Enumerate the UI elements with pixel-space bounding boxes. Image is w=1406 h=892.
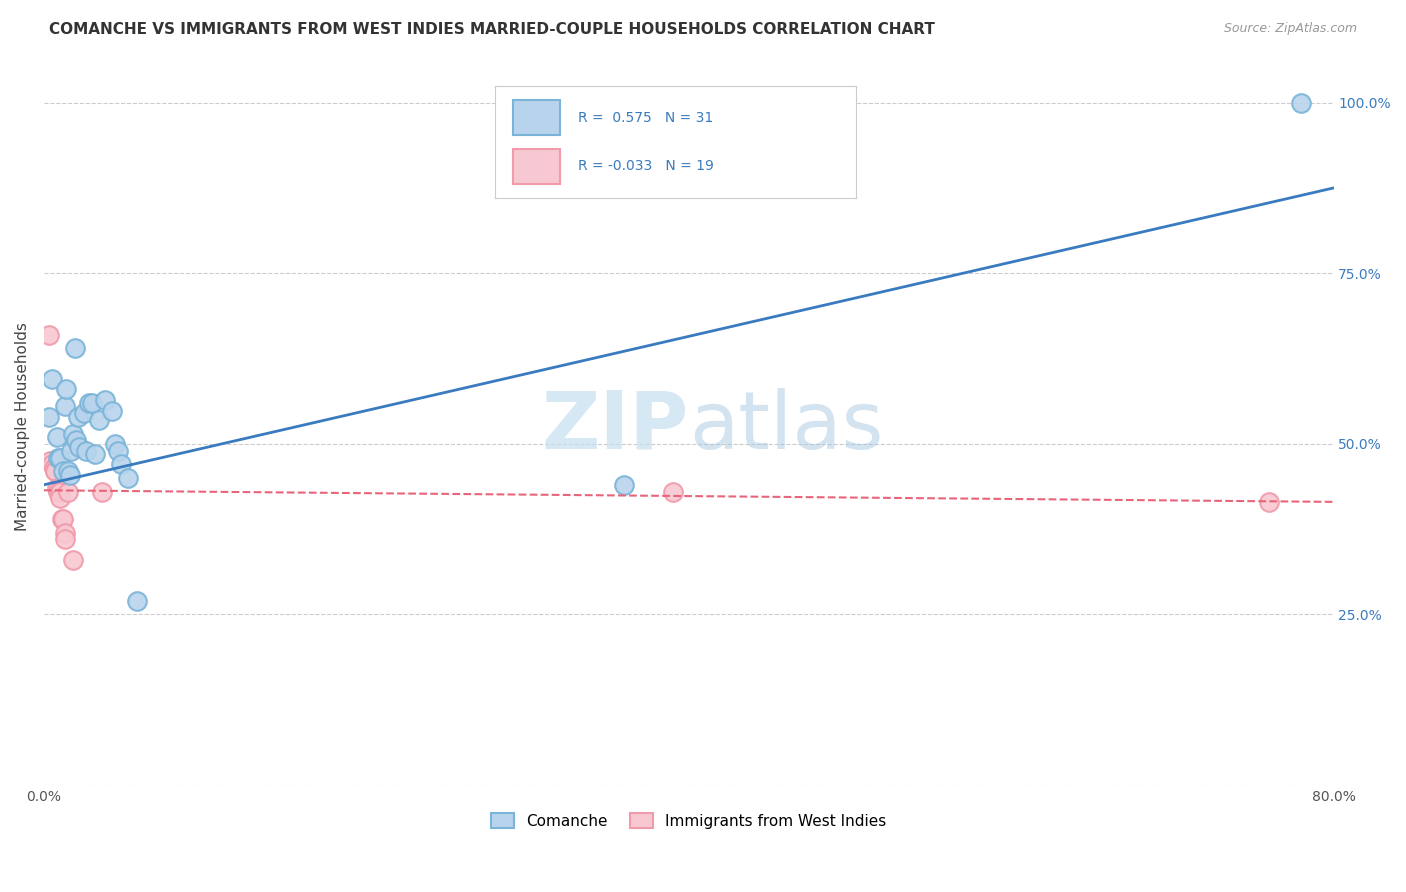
Point — [60, 443, 83, 458]
Point — [56, 464, 79, 478]
Point — [53, 533, 76, 547]
Point — [613, 478, 636, 492]
Text: COMANCHE VS IMMIGRANTS FROM WEST INDIES MARRIED-COUPLE HOUSEHOLDS CORRELATION CH: COMANCHE VS IMMIGRANTS FROM WEST INDIES … — [49, 22, 935, 37]
Point — [56, 484, 79, 499]
Point — [65, 434, 87, 448]
Point — [117, 471, 139, 485]
Point — [41, 458, 63, 472]
Point — [100, 404, 122, 418]
Y-axis label: Married-couple Households: Married-couple Households — [15, 322, 30, 532]
Point — [52, 464, 75, 478]
Point — [84, 447, 107, 461]
Point — [67, 440, 90, 454]
Point — [104, 437, 127, 451]
Point — [82, 396, 104, 410]
Point — [90, 484, 112, 499]
Point — [66, 409, 89, 424]
Point — [48, 450, 70, 465]
Point — [87, 413, 110, 427]
Point — [127, 594, 149, 608]
Point — [53, 400, 76, 414]
Point — [42, 460, 65, 475]
Point — [63, 341, 86, 355]
Point — [62, 426, 84, 441]
Point — [51, 512, 73, 526]
Point — [62, 553, 84, 567]
Point — [41, 372, 63, 386]
Point — [1258, 495, 1281, 509]
Point — [77, 396, 100, 410]
Text: Source: ZipAtlas.com: Source: ZipAtlas.com — [1223, 22, 1357, 36]
Point — [107, 443, 129, 458]
Point — [75, 443, 97, 458]
Point — [39, 454, 62, 468]
Point — [73, 406, 96, 420]
Point — [55, 382, 77, 396]
Point — [110, 458, 132, 472]
Legend: Comanche, Immigrants from West Indies: Comanche, Immigrants from West Indies — [485, 806, 893, 835]
Point — [49, 484, 72, 499]
Point — [661, 484, 683, 499]
Point — [49, 450, 72, 465]
Point — [45, 481, 67, 495]
Point — [53, 525, 76, 540]
Point — [94, 392, 117, 407]
Point — [48, 484, 70, 499]
Text: ZIP: ZIP — [541, 388, 689, 466]
Point — [59, 467, 82, 482]
Point — [52, 512, 75, 526]
Point — [44, 464, 66, 478]
Point — [1291, 95, 1313, 110]
Point — [38, 327, 60, 342]
Point — [38, 409, 60, 424]
Text: atlas: atlas — [689, 388, 883, 466]
Point — [45, 430, 67, 444]
Point — [49, 491, 72, 506]
Point — [44, 464, 66, 478]
